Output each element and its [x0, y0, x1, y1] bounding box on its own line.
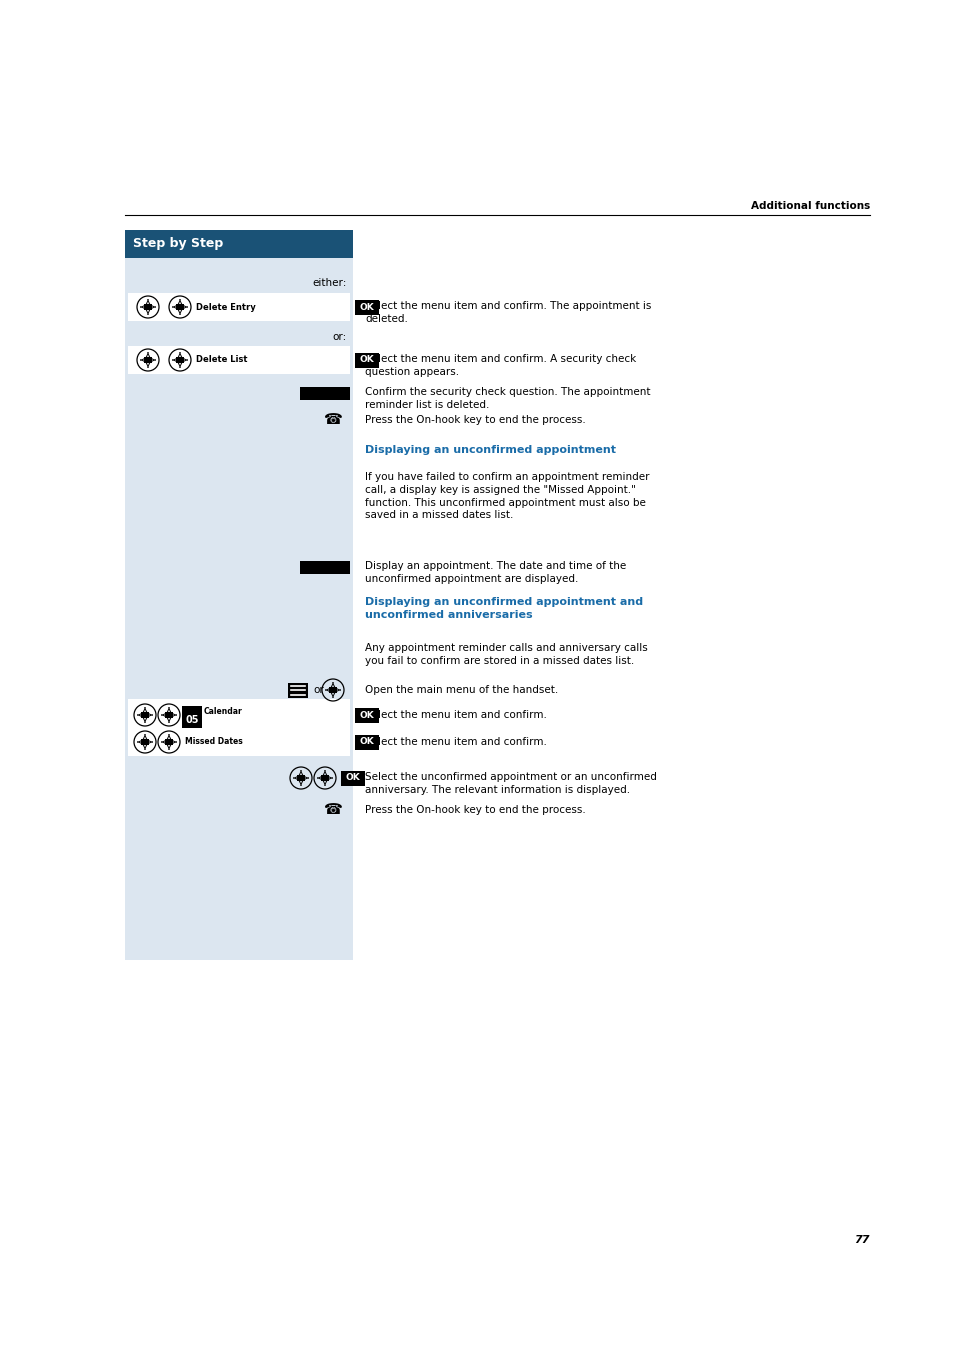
Text: Confirm the security check question. The appointment
reminder list is deleted.: Confirm the security check question. The… [365, 387, 650, 410]
FancyBboxPatch shape [355, 300, 378, 315]
FancyBboxPatch shape [141, 711, 149, 718]
FancyBboxPatch shape [128, 728, 350, 756]
Text: Calendar: Calendar [204, 706, 242, 716]
Text: Displaying an unconfirmed appointment and
unconfirmed anniversaries: Displaying an unconfirmed appointment an… [365, 597, 642, 620]
Text: Press the On-hook key to end the process.: Press the On-hook key to end the process… [365, 805, 585, 815]
FancyBboxPatch shape [296, 775, 305, 782]
Text: Delete Entry: Delete Entry [195, 302, 255, 312]
FancyBboxPatch shape [141, 738, 149, 745]
Text: ☎: ☎ [323, 413, 342, 428]
FancyBboxPatch shape [128, 293, 350, 321]
FancyBboxPatch shape [329, 687, 336, 694]
FancyBboxPatch shape [128, 699, 350, 730]
FancyBboxPatch shape [355, 707, 378, 722]
Text: Missed Dates: Missed Dates [185, 737, 242, 747]
Text: OK: OK [359, 710, 374, 720]
Text: If you have failed to confirm an appointment reminder
call, a display key is ass: If you have failed to confirm an appoint… [365, 472, 649, 520]
Text: Displaying an unconfirmed appointment: Displaying an unconfirmed appointment [365, 446, 616, 455]
FancyBboxPatch shape [182, 706, 202, 728]
Text: Display an appointment. The date and time of the
unconfirmed appointment are dis: Display an appointment. The date and tim… [365, 562, 625, 583]
Text: or:: or: [333, 332, 347, 342]
Text: Additional functions: Additional functions [750, 201, 869, 211]
FancyBboxPatch shape [321, 775, 329, 782]
FancyBboxPatch shape [125, 258, 353, 960]
Text: Delete List: Delete List [195, 355, 247, 364]
FancyBboxPatch shape [299, 560, 350, 574]
Text: Any appointment reminder calls and anniversary calls
you fail to confirm are sto: Any appointment reminder calls and anniv… [365, 643, 647, 666]
Text: OK: OK [359, 355, 374, 364]
FancyBboxPatch shape [144, 356, 152, 363]
FancyBboxPatch shape [165, 738, 172, 745]
FancyBboxPatch shape [299, 386, 350, 400]
FancyBboxPatch shape [340, 771, 365, 786]
Text: ☎: ☎ [323, 802, 342, 818]
Text: Select the unconfirmed appointment or an unconfirmed
anniversary. The relevant i: Select the unconfirmed appointment or an… [365, 772, 657, 795]
FancyBboxPatch shape [355, 352, 378, 367]
FancyBboxPatch shape [176, 304, 184, 310]
Text: OK: OK [345, 774, 360, 783]
Text: 05: 05 [185, 716, 198, 725]
Text: OK: OK [359, 737, 374, 747]
Text: Select the menu item and confirm.: Select the menu item and confirm. [365, 710, 546, 720]
Text: either:: either: [313, 278, 347, 288]
Text: Select the menu item and confirm. A security check
question appears.: Select the menu item and confirm. A secu… [365, 354, 636, 377]
FancyBboxPatch shape [125, 230, 353, 258]
Text: OK: OK [359, 302, 374, 312]
Text: Open the main menu of the handset.: Open the main menu of the handset. [365, 684, 558, 695]
Text: Select the menu item and confirm. The appointment is
deleted.: Select the menu item and confirm. The ap… [365, 301, 651, 324]
FancyBboxPatch shape [176, 356, 184, 363]
Text: or: or [313, 684, 323, 695]
Text: Step by Step: Step by Step [132, 238, 223, 251]
FancyBboxPatch shape [165, 711, 172, 718]
FancyBboxPatch shape [144, 304, 152, 310]
Text: Select the menu item and confirm.: Select the menu item and confirm. [365, 737, 546, 747]
FancyBboxPatch shape [288, 683, 308, 698]
Text: 77: 77 [854, 1235, 869, 1245]
FancyBboxPatch shape [128, 346, 350, 374]
FancyBboxPatch shape [355, 734, 378, 749]
Text: Press the On-hook key to end the process.: Press the On-hook key to end the process… [365, 414, 585, 425]
